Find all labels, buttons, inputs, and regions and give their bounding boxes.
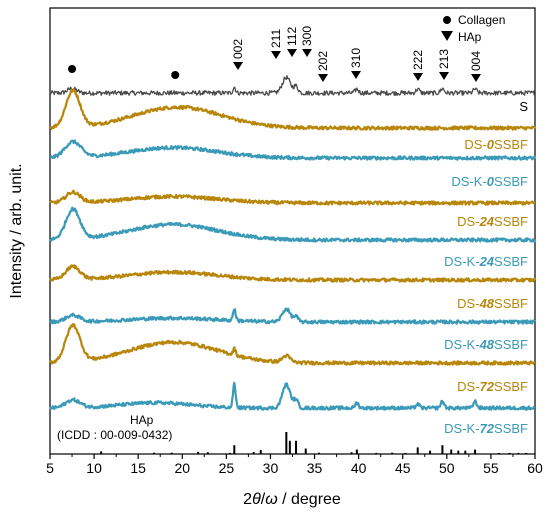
x-tick-label: 40 [351, 460, 367, 476]
x-axis-label-omega: ω [265, 491, 277, 508]
x-tick-label: 15 [130, 460, 146, 476]
series-label-part: SSBF [494, 296, 528, 311]
series-line [49, 206, 537, 243]
series-line [49, 323, 536, 366]
series-label-part: SSBF [494, 174, 528, 189]
series-label-part: SSBF [494, 214, 528, 229]
series-label-part: DS- [457, 214, 479, 229]
x-tick-label: 45 [395, 460, 411, 476]
hap-peak-marker [351, 71, 361, 79]
hap-peak-marker [471, 74, 481, 82]
hap-peak-marker [271, 51, 281, 59]
series-line [49, 189, 536, 206]
series-label-part: DS- [464, 137, 486, 152]
x-tick-label: 50 [439, 460, 455, 476]
series-label-part: SSBF [494, 421, 528, 436]
series-label-part: 72 [480, 421, 495, 436]
hap-peak-label: 211 [269, 29, 283, 48]
hap-peak-label: 112 [285, 27, 299, 46]
series-label: DS-0SSBF [464, 137, 528, 152]
series-label-part: 0 [487, 174, 495, 189]
hap-peak-marker [287, 49, 297, 57]
hap-peak-label: 202 [316, 51, 330, 71]
series-line [49, 75, 536, 96]
x-axis-label-slash: / [261, 491, 266, 508]
series-line [49, 264, 536, 283]
series-label-part: SSBF [494, 137, 528, 152]
hap-peak-label: 004 [469, 51, 483, 71]
legend-hap-label: HAp [458, 30, 482, 44]
hap-peak-marker [439, 72, 449, 80]
reference-source: (ICDD : 00-009-0432) [57, 428, 172, 442]
y-axis-label: Intensity / arb. unit. [8, 163, 25, 298]
series-label-part: 48 [479, 296, 495, 311]
x-axis-label-theta: θ [252, 491, 261, 508]
series-label-part: DS-K- [444, 421, 479, 436]
legend-hap-marker [441, 31, 453, 41]
x-tick-label: 20 [174, 460, 190, 476]
series-line [49, 307, 536, 325]
x-tick-label: 10 [86, 460, 102, 476]
hap-peak-label: 002 [231, 39, 245, 59]
series-label-part: 24 [479, 254, 495, 269]
series-label: DS-K-72SSBF [444, 421, 528, 436]
series-label-part: DS- [457, 296, 479, 311]
series-label-part: DS- [457, 379, 479, 394]
x-tick-label: 60 [527, 460, 543, 476]
reference-pattern: HAp (ICDD : 00-009-0432) [57, 413, 528, 454]
legend: Collagen HAp [441, 13, 505, 44]
hap-peak-marker [302, 49, 312, 57]
x-tick-label: 55 [483, 460, 499, 476]
series-line [49, 139, 537, 161]
series-label: DS-24SSBF [457, 214, 528, 229]
legend-collagen-label: Collagen [458, 13, 505, 27]
series-group: SDS-0SSBFDS-K-0SSBFDS-24SSBFDS-K-24SSBFD… [48, 75, 537, 436]
series-label-part: SSBF [494, 337, 528, 352]
hap-peak-label: 213 [437, 49, 451, 69]
series-label-part: SSBF [494, 379, 528, 394]
x-tick-label: 25 [219, 460, 235, 476]
x-tick-label: 5 [46, 460, 54, 476]
hap-peak-label: 300 [300, 26, 314, 46]
series-label-part: 72 [480, 379, 495, 394]
series-line [49, 88, 537, 131]
hap-peak-marker [233, 62, 243, 70]
collagen-marker [171, 71, 180, 79]
series-label-part: 0 [487, 137, 495, 152]
series-label: S [519, 99, 528, 114]
hap-peak-marker [318, 74, 328, 82]
hap-peak-marker [413, 73, 423, 81]
series-label: DS-K-0SSBF [451, 174, 528, 189]
legend-collagen-marker [443, 16, 451, 24]
x-tick-label: 30 [263, 460, 279, 476]
x-axis-label: 2θ/ω / degree [243, 491, 341, 508]
series-label-part: S [519, 99, 528, 114]
series-label-part: DS-K- [451, 174, 486, 189]
series-label: DS-72SSBF [457, 379, 528, 394]
x-axis: 5 10 15 20 25 30 35 40 45 50 55 60 [46, 454, 543, 476]
series-line [48, 381, 536, 411]
series-label: DS-48SSBF [457, 296, 528, 311]
series-label-part: DS-K- [444, 337, 479, 352]
series-label: DS-K-24SSBF [444, 254, 528, 269]
hap-peak-label: 310 [349, 48, 363, 68]
x-axis-label-prefix: 2 [243, 491, 252, 508]
series-label-part: DS-K- [444, 254, 479, 269]
reference-title: HAp [130, 413, 154, 427]
hap-peak-label: 222 [411, 50, 425, 70]
series-label-part: 24 [479, 214, 495, 229]
x-axis-label-suffix: / degree [278, 491, 341, 508]
series-label-part: 48 [479, 337, 495, 352]
series-label: DS-K-48SSBF [444, 337, 528, 352]
collagen-marker [68, 65, 77, 73]
series-label-part: SSBF [494, 254, 528, 269]
x-tick-label: 35 [307, 460, 323, 476]
